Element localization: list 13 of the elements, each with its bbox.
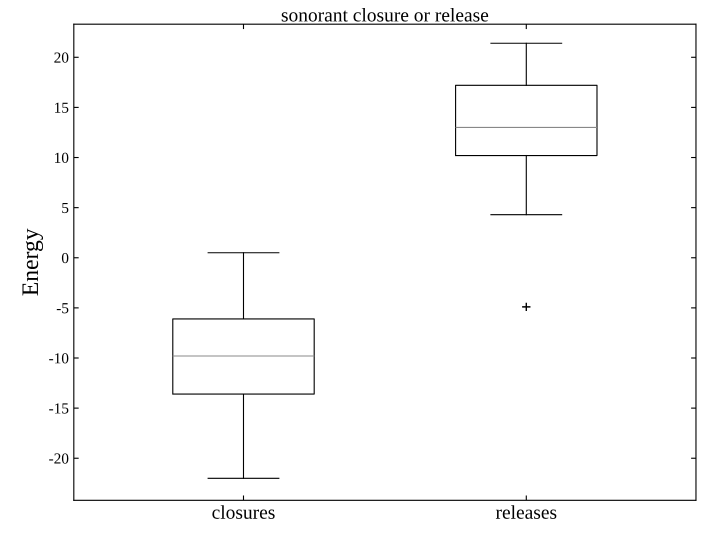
y-tick-label: -10: [49, 353, 68, 364]
chart-title: sonorant closure or release: [282, 8, 488, 22]
x-tick-label: releases: [496, 505, 556, 519]
y-tick-label: 15: [55, 102, 68, 113]
y-tick-label: -5: [56, 303, 68, 314]
y-tick-label: 10: [55, 152, 68, 163]
y-tick-label: 0: [62, 252, 68, 264]
x-tick-label: closures: [212, 505, 275, 519]
y-tick-label: -15: [49, 403, 68, 414]
y-tick-label: -20: [49, 453, 68, 464]
y-axis-title: Energy: [22, 228, 44, 296]
y-tick-label: 20: [54, 52, 68, 63]
y-tick-label: 5: [62, 202, 68, 214]
